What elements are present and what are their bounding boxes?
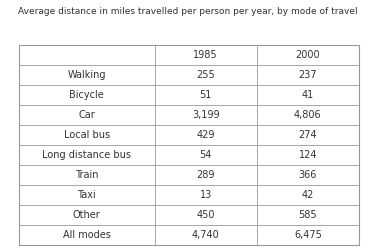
Text: 366: 366 bbox=[299, 170, 317, 180]
Text: 42: 42 bbox=[302, 190, 314, 200]
Text: Train: Train bbox=[75, 170, 98, 180]
Text: Taxi: Taxi bbox=[77, 190, 96, 200]
Text: 450: 450 bbox=[196, 210, 215, 220]
Text: 124: 124 bbox=[299, 150, 317, 160]
Text: 51: 51 bbox=[199, 90, 212, 100]
Text: 429: 429 bbox=[196, 130, 215, 140]
Text: 237: 237 bbox=[299, 70, 317, 80]
Text: 13: 13 bbox=[199, 190, 212, 200]
Text: Long distance bus: Long distance bus bbox=[42, 150, 131, 160]
Text: All modes: All modes bbox=[63, 230, 111, 240]
Text: Average distance in miles travelled per person per year, by mode of travel: Average distance in miles travelled per … bbox=[18, 8, 358, 16]
Text: 274: 274 bbox=[299, 130, 317, 140]
Text: Bicycle: Bicycle bbox=[69, 90, 104, 100]
Text: 54: 54 bbox=[199, 150, 212, 160]
Text: 6,475: 6,475 bbox=[294, 230, 322, 240]
Text: 255: 255 bbox=[196, 70, 215, 80]
Text: Walking: Walking bbox=[67, 70, 106, 80]
Text: 3,199: 3,199 bbox=[192, 110, 219, 120]
Text: 4,740: 4,740 bbox=[192, 230, 219, 240]
Text: 585: 585 bbox=[299, 210, 317, 220]
Text: Local bus: Local bus bbox=[64, 130, 110, 140]
Text: 41: 41 bbox=[302, 90, 314, 100]
Text: 4,806: 4,806 bbox=[294, 110, 322, 120]
Bar bbox=[18, 45, 359, 245]
Text: 1985: 1985 bbox=[194, 50, 218, 60]
Text: Car: Car bbox=[78, 110, 95, 120]
Text: 2000: 2000 bbox=[296, 50, 320, 60]
Text: Other: Other bbox=[73, 210, 101, 220]
Text: 289: 289 bbox=[196, 170, 215, 180]
